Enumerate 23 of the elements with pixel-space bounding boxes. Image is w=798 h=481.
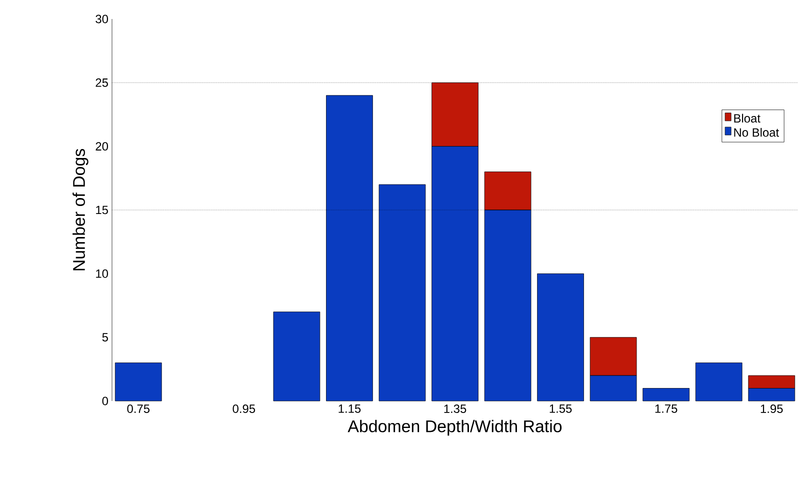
x-tick-label: 1.15 bbox=[338, 404, 361, 413]
y-tick-label: 10 bbox=[96, 269, 108, 278]
bar bbox=[642, 388, 690, 402]
x-tick-label: 0.75 bbox=[127, 404, 150, 413]
y-tick-label: 5 bbox=[102, 333, 108, 342]
x-tick-label: 1.55 bbox=[550, 404, 572, 413]
legend-label: No Bloat bbox=[734, 128, 779, 137]
legend-label: Bloat bbox=[734, 114, 760, 123]
bar bbox=[273, 312, 320, 402]
y-tick-label: 25 bbox=[96, 78, 108, 87]
bar bbox=[114, 362, 162, 402]
y-tick-label: 20 bbox=[96, 142, 108, 151]
y-tick-label: 0 bbox=[102, 396, 108, 406]
y-tick-label: 15 bbox=[96, 206, 108, 214]
x-tick-label: 1.95 bbox=[760, 404, 783, 413]
bar bbox=[537, 273, 584, 402]
x-tick-label: 0.95 bbox=[232, 404, 256, 413]
y-axis-title: Number of Dogs bbox=[72, 148, 88, 270]
y-tick-label: 30 bbox=[96, 14, 108, 24]
x-tick-label: 1.35 bbox=[444, 404, 466, 413]
x-tick-label: 1.75 bbox=[655, 404, 678, 413]
bar bbox=[695, 362, 742, 402]
x-axis-title: Abdomen Depth/Width Ratio bbox=[348, 420, 562, 436]
